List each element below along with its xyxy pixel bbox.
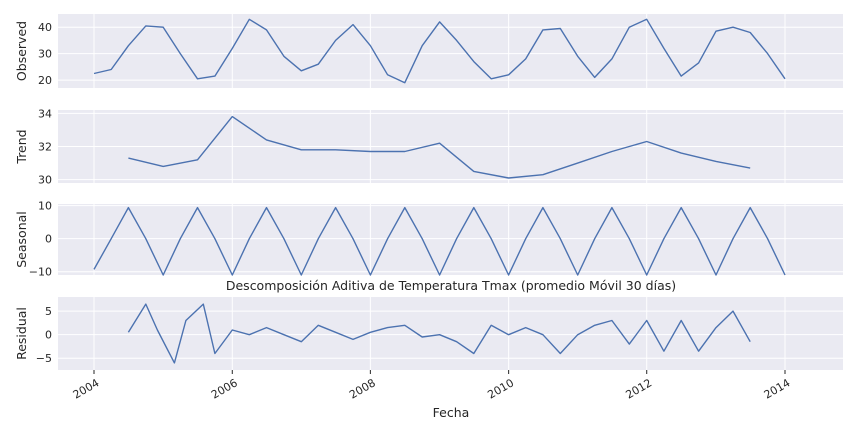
- panel-trend: 30 32 34 Trend: [14, 107, 843, 187]
- y-tick-label: 40: [38, 21, 52, 34]
- panel-background: [58, 204, 843, 275]
- panel-residual: 5 0 −5 Residual: [14, 297, 843, 370]
- y-axis-label: Trend: [14, 129, 29, 164]
- x-tick-label: 2004: [71, 376, 102, 401]
- panel-observed: 20 30 40 Observed: [14, 14, 843, 88]
- y-tick-label: 32: [38, 141, 52, 154]
- y-axis-label: Observed: [14, 21, 29, 81]
- x-tick-label: 2006: [209, 376, 240, 401]
- x-axis: 2004 2006 2008 2010 2012 2014: [71, 370, 793, 402]
- y-axis-label: Seasonal: [14, 211, 29, 268]
- y-axis-label: Residual: [14, 307, 29, 360]
- y-tick-label: 10: [38, 200, 52, 213]
- x-tick-label: 2014: [762, 376, 793, 401]
- y-tick-label: 0: [45, 329, 52, 342]
- trend-series-line: [128, 115, 751, 179]
- x-tick-label: 2012: [623, 376, 654, 401]
- y-tick-label: −5: [36, 352, 52, 365]
- x-tick-label: 2008: [347, 376, 378, 401]
- y-tick-label: −10: [29, 266, 52, 279]
- panel-background: [58, 14, 843, 88]
- chart-title: Descomposición Aditiva de Temperatura Tm…: [226, 278, 676, 293]
- y-tick-label: 30: [38, 174, 52, 187]
- x-axis-label: Fecha: [433, 405, 470, 420]
- residual-series-line: [127, 303, 751, 364]
- y-tick-label: 5: [45, 305, 52, 318]
- y-tick-label: 20: [38, 74, 52, 87]
- y-tick-label: 30: [38, 48, 52, 61]
- x-tick-label: 2010: [485, 376, 516, 401]
- y-tick-label: 34: [38, 107, 52, 120]
- observed-series-line: [93, 18, 786, 84]
- y-tick-label: 0: [45, 233, 52, 246]
- seasonal-series-line: [93, 206, 786, 276]
